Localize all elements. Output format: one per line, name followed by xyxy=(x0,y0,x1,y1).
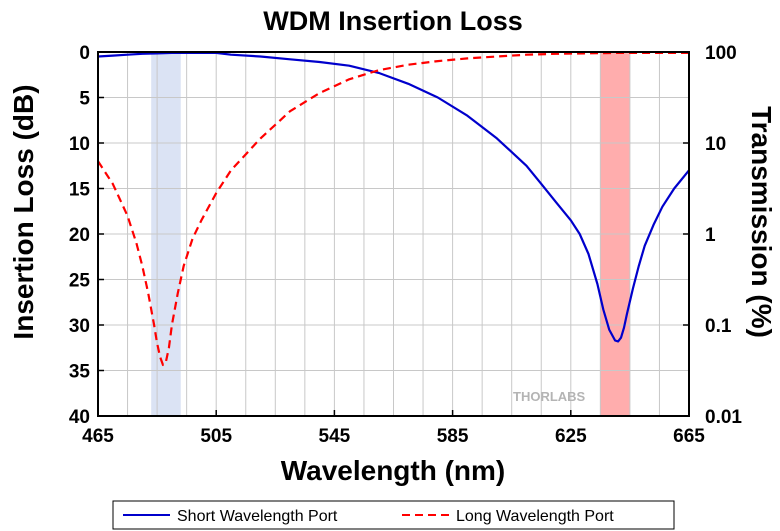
y-right-axis-title: Transmission (%) xyxy=(746,106,777,338)
x-axis-title: Wavelength (nm) xyxy=(281,455,506,486)
y-tick-label: 30 xyxy=(69,316,90,337)
x-tick-labels: 465 505 545 585 625 665 xyxy=(82,426,705,447)
x-tick-label: 465 xyxy=(82,426,114,447)
legend-label-short: Short Wavelength Port xyxy=(177,508,338,525)
watermark-text: THORLABS xyxy=(513,389,586,404)
legend-label-long: Long Wavelength Port xyxy=(456,508,614,525)
y-right-tick-label: 0.01 xyxy=(705,407,742,428)
y-tick-label: 25 xyxy=(69,271,91,292)
y-tick-label: 5 xyxy=(79,89,90,110)
y-tick-label: 0 xyxy=(79,43,90,64)
x-tick-label: 585 xyxy=(437,426,469,447)
y-axis-title: Insertion Loss (dB) xyxy=(8,84,39,339)
y-tick-labels: 0 5 10 15 20 25 30 35 40 xyxy=(69,43,91,428)
axis-ticks xyxy=(97,51,690,417)
y-tick-label: 20 xyxy=(69,225,90,246)
x-tick-label: 625 xyxy=(555,426,587,447)
legend-box xyxy=(112,500,675,530)
y-right-tick-label: 100 xyxy=(705,43,737,64)
grid-lines xyxy=(98,52,689,416)
y-right-tick-label: 0.1 xyxy=(705,316,732,337)
y-right-tick-labels: 100 10 1 0.1 0.01 xyxy=(705,43,742,428)
y-right-tick-label: 10 xyxy=(705,134,726,155)
y-tick-label: 35 xyxy=(69,362,91,383)
legend: Short Wavelength Port Long Wavelength Po… xyxy=(112,500,675,530)
x-tick-label: 665 xyxy=(673,426,705,447)
chart-title: WDM Insertion Loss xyxy=(263,6,523,36)
watermark: THORLABS xyxy=(513,389,586,404)
series-line-long-wavelength-port xyxy=(97,51,689,367)
y-right-tick-label: 1 xyxy=(705,225,716,246)
x-tick-label: 545 xyxy=(319,426,351,447)
y-tick-label: 40 xyxy=(69,407,90,428)
y-tick-label: 15 xyxy=(69,180,91,201)
y-tick-label: 10 xyxy=(69,134,90,155)
x-tick-label: 505 xyxy=(200,426,232,447)
